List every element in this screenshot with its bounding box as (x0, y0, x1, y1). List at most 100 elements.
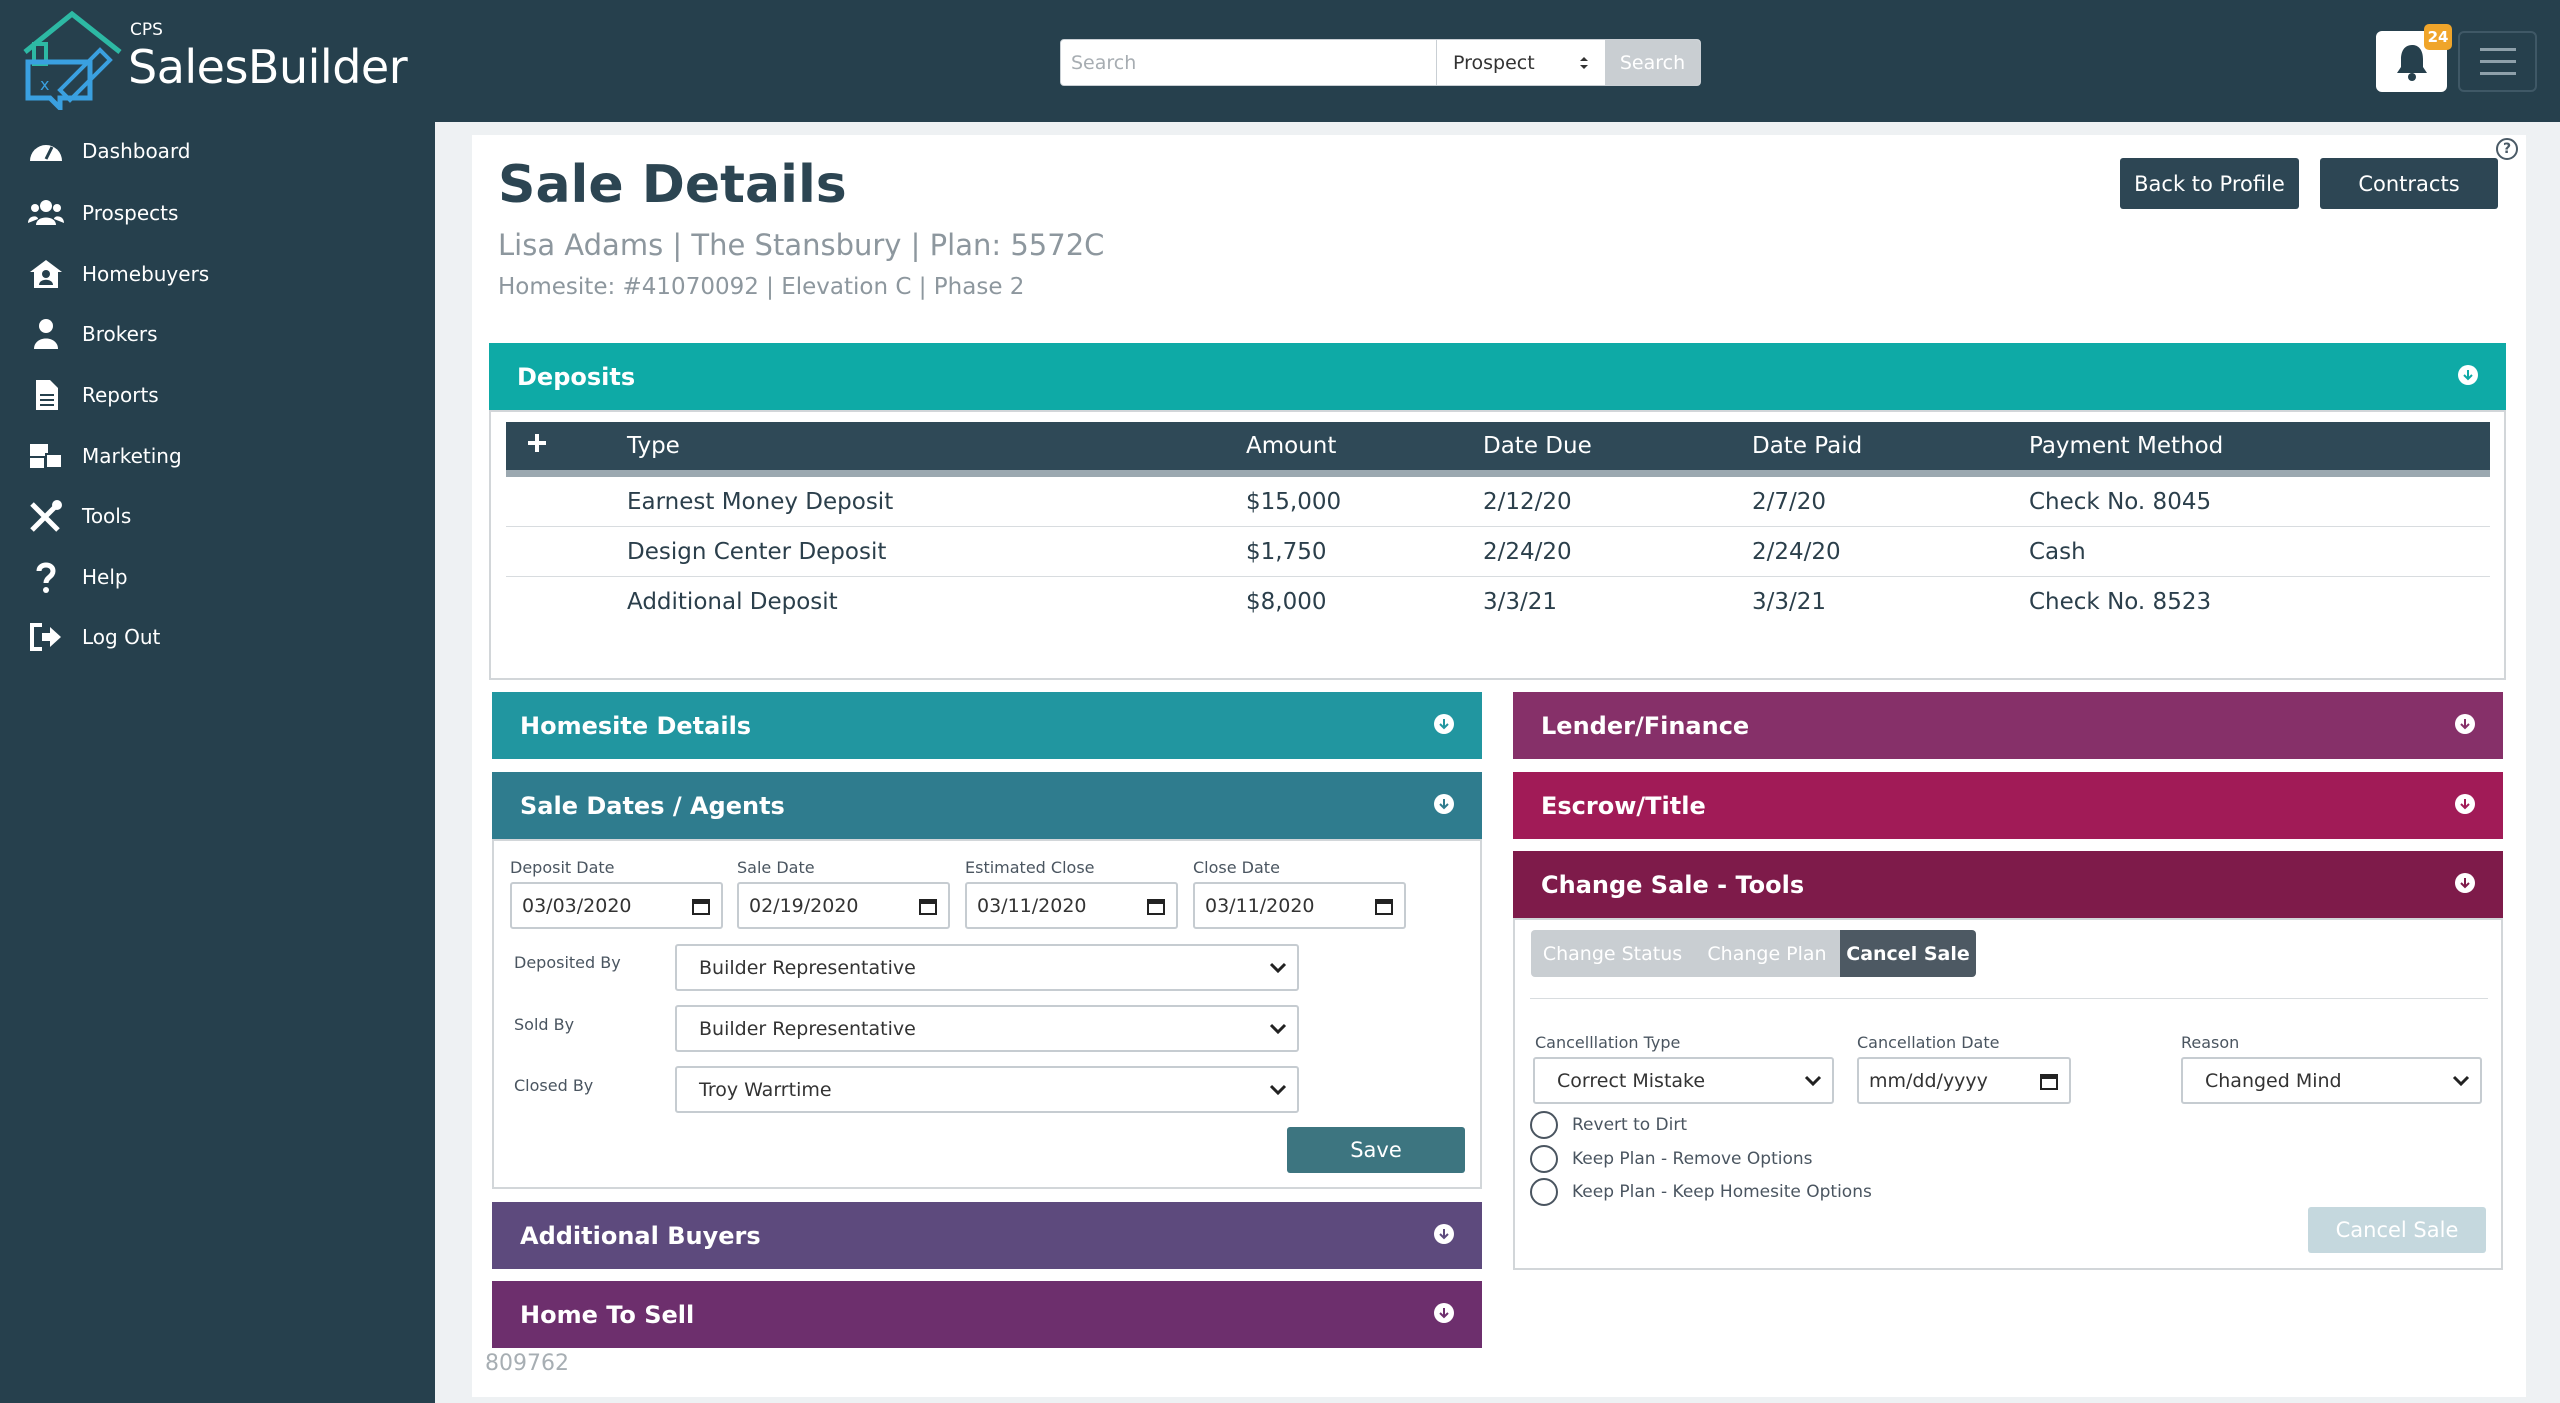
back-to-profile-button[interactable]: Back to Profile (2120, 158, 2299, 209)
save-button[interactable]: Save (1287, 1127, 1465, 1173)
table-row[interactable]: Earnest Money Deposit $15,000 2/12/20 2/… (506, 477, 2490, 527)
escrow-title-panel-header[interactable]: Escrow/Title (1513, 772, 2503, 839)
cancellation-type-select[interactable]: Correct Mistake (1533, 1057, 1834, 1104)
sold-by-value: Builder Representative (699, 1017, 916, 1040)
search-input[interactable] (1061, 40, 1437, 85)
estimated-close-input[interactable]: 03/11/2020 (965, 882, 1178, 929)
radio-button[interactable] (1530, 1111, 1558, 1139)
question-icon (36, 562, 56, 593)
deposited-by-select[interactable]: Builder Representative (675, 944, 1299, 991)
sidebar-item-label: Tools (82, 504, 132, 528)
contracts-button[interactable]: Contracts (2320, 158, 2498, 209)
closed-by-value: Troy Warrtime (699, 1078, 832, 1101)
mail-bulk-icon (30, 444, 63, 469)
sidebar-item-label: Prospects (82, 201, 179, 225)
radio-label: Keep Plan - Keep Homesite Options (1572, 1182, 1872, 1202)
brand-name[interactable]: SalesBuilder (128, 40, 408, 94)
deposit-amount: $15,000 (1246, 488, 1342, 515)
calendar-icon[interactable] (1146, 896, 1166, 916)
search-type-select[interactable]: Prospect (1437, 40, 1605, 85)
sidebar-item-help[interactable]: Help (28, 557, 128, 597)
search-button[interactable]: Search (1605, 40, 1700, 85)
sidebar-item-logout[interactable]: Log Out (28, 617, 160, 657)
add-deposit-button[interactable] (506, 432, 627, 460)
sidebar-item-reports[interactable]: Reports (28, 375, 159, 415)
cancellation-date-input[interactable]: mm/dd/yyyy (1857, 1057, 2071, 1104)
sale-date-value: 02/19/2020 (749, 894, 859, 917)
calendar-icon[interactable] (691, 896, 711, 916)
deposit-date-paid: 3/3/21 (1752, 589, 1827, 615)
chevron-down-icon[interactable] (2455, 873, 2475, 893)
table-row[interactable]: Additional Deposit $8,000 3/3/21 3/3/21 … (506, 577, 2490, 627)
deposit-payment-method: Check No. 8523 (2029, 589, 2212, 615)
tab-change-status[interactable]: Change Status (1531, 930, 1694, 977)
dashboard-icon (30, 145, 62, 161)
calendar-icon[interactable] (918, 896, 938, 916)
sidebar-item-label: Reports (82, 383, 159, 407)
sale-date-input[interactable]: 02/19/2020 (737, 882, 950, 929)
panel-title: Sale Dates / Agents (520, 791, 785, 820)
sidebar-item-brokers[interactable]: Brokers (28, 314, 158, 354)
close-date-value: 03/11/2020 (1205, 894, 1315, 917)
lender-finance-panel-header[interactable]: Lender/Finance (1513, 692, 2503, 759)
sidebar-item-marketing[interactable]: Marketing (28, 436, 182, 476)
additional-buyers-panel-header[interactable]: Additional Buyers (492, 1202, 1482, 1269)
cancel-sale-button[interactable]: Cancel Sale (2308, 1207, 2486, 1253)
sidebar-item-label: Homebuyers (82, 262, 210, 286)
calendar-icon[interactable] (2039, 1071, 2059, 1091)
radio-button[interactable] (1530, 1145, 1558, 1173)
sidebar-item-label: Dashboard (82, 139, 191, 163)
sold-by-select[interactable]: Builder Representative (675, 1005, 1299, 1052)
svg-text:x: x (40, 75, 49, 94)
close-date-input[interactable]: 03/11/2020 (1193, 882, 1406, 929)
radio-keep-plan-keep-homesite-options[interactable]: Keep Plan - Keep Homesite Options (1530, 1178, 1872, 1206)
table-row[interactable]: Design Center Deposit $1,750 2/24/20 2/2… (506, 527, 2490, 577)
tab-change-plan[interactable]: Change Plan (1694, 930, 1840, 977)
deposits-panel-header[interactable]: Deposits (489, 343, 2506, 410)
deposited-by-label: Deposited By (514, 953, 621, 972)
users-icon (28, 200, 64, 225)
chevron-down-icon[interactable] (2455, 794, 2475, 814)
select-arrows-icon (1580, 56, 1588, 69)
hamburger-menu-button[interactable] (2458, 31, 2537, 92)
deposit-date-input[interactable]: 03/03/2020 (510, 882, 723, 929)
radio-revert-to-dirt[interactable]: Revert to Dirt (1530, 1111, 1687, 1139)
help-icon[interactable]: ? (2496, 138, 2518, 160)
chevron-down-icon[interactable] (2458, 365, 2478, 385)
menu-line (2479, 60, 2516, 63)
sidebar-item-tools[interactable]: Tools (28, 496, 131, 536)
chevron-down-icon (1269, 1084, 1287, 1095)
change-sale-tools-panel-header[interactable]: Change Sale - Tools (1513, 851, 2503, 918)
deposit-type: Additional Deposit (627, 589, 838, 615)
notifications-button[interactable] (2376, 31, 2447, 92)
radio-button[interactable] (1530, 1178, 1558, 1206)
homesite-details-panel-header[interactable]: Homesite Details (492, 692, 1482, 759)
chevron-down-icon[interactable] (1434, 1224, 1454, 1244)
chevron-down-icon[interactable] (2455, 714, 2475, 734)
radio-keep-plan-remove-options[interactable]: Keep Plan - Remove Options (1530, 1145, 1813, 1173)
divider (1530, 998, 2488, 999)
page-title: Sale Details (498, 155, 847, 215)
chevron-down-icon[interactable] (1434, 794, 1454, 814)
logout-icon (30, 623, 61, 651)
salesbuilder-logo-icon[interactable]: x (20, 10, 130, 110)
deposits-table: Type Amount Date Due Date Paid Payment M… (506, 422, 2490, 627)
calendar-icon[interactable] (1374, 896, 1394, 916)
column-header: Type (627, 433, 680, 459)
tab-cancel-sale[interactable]: Cancel Sale (1840, 930, 1976, 977)
chevron-down-icon[interactable] (1434, 1303, 1454, 1323)
chevron-down-icon (1804, 1075, 1822, 1086)
column-header: Payment Method (2029, 433, 2224, 459)
closed-by-select[interactable]: Troy Warrtime (675, 1066, 1299, 1113)
chevron-down-icon[interactable] (1434, 714, 1454, 734)
column-header: Date Paid (1752, 433, 1863, 459)
home-to-sell-panel-header[interactable]: Home To Sell (492, 1281, 1482, 1348)
sale-dates-panel-header[interactable]: Sale Dates / Agents (492, 772, 1482, 839)
sidebar-item-homebuyers[interactable]: Homebuyers (28, 254, 209, 294)
panel-title: Change Sale - Tools (1541, 870, 1805, 899)
sidebar-item-dashboard[interactable]: Dashboard (28, 131, 191, 171)
sidebar-item-prospects[interactable]: Prospects (28, 193, 178, 233)
closed-by-label: Closed By (514, 1076, 594, 1095)
reason-select[interactable]: Changed Mind (2181, 1057, 2482, 1104)
sidebar-item-label: Log Out (82, 625, 161, 649)
